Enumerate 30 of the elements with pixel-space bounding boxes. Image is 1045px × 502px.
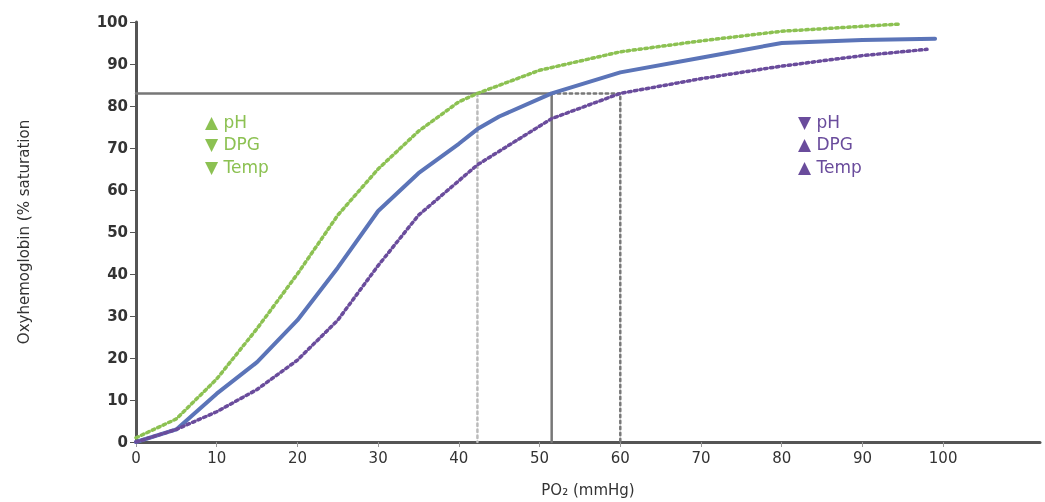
y-tick-label: 40	[107, 265, 128, 283]
x-tick-label: 40	[449, 448, 469, 467]
x-tick-label: 50	[530, 448, 550, 467]
y-tick-label: 60	[107, 181, 128, 199]
y-tick-label: 30	[107, 307, 128, 325]
x-tick-label: 60	[610, 448, 630, 467]
annotation: ▲ pH	[205, 111, 248, 132]
y-tick-label: 50	[107, 223, 128, 241]
y-tick-label: 80	[107, 97, 128, 115]
x-tick-label: 100	[928, 448, 958, 467]
x-tick-label: 80	[772, 448, 792, 467]
annotation: ▲ DPG	[798, 133, 853, 154]
annotation: ▼ Temp	[205, 156, 269, 177]
x-tick-label: 30	[368, 448, 388, 467]
x-tick-label: 70	[691, 448, 711, 467]
annotation: ▼ pH	[798, 111, 841, 132]
y-tick-label: 90	[107, 55, 128, 73]
annotation: ▲ Temp	[798, 156, 862, 177]
x-tick-label: 10	[207, 448, 227, 467]
y-tick-label: 100	[96, 13, 128, 31]
y-tick-label: 10	[107, 391, 128, 409]
x-tick-label: 0	[131, 448, 141, 467]
x-axis-title: PO₂ (mmHg)	[541, 480, 635, 499]
y-tick-label: 70	[107, 139, 128, 157]
y-tick-label: 20	[107, 349, 128, 367]
y-axis-title: Oxyhemoglobin (% saturation	[14, 119, 33, 345]
x-tick-label: 90	[852, 448, 872, 467]
y-tick-label: 0	[117, 433, 128, 451]
annotation: ▼ DPG	[205, 133, 260, 154]
x-tick-label: 20	[287, 448, 307, 467]
